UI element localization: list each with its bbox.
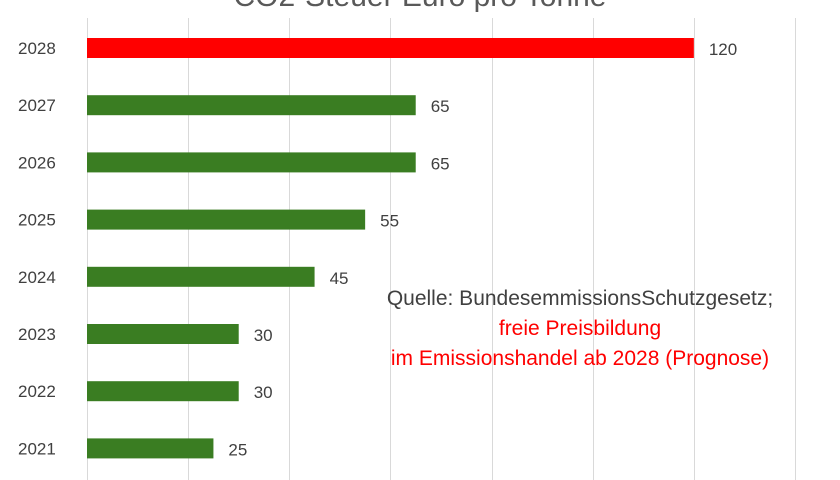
data-label-2027: 65 bbox=[431, 97, 450, 116]
category-label-2023: 2023 bbox=[18, 325, 56, 344]
bar-2021 bbox=[87, 438, 214, 459]
annotation-note-line2: im Emissionshandel ab 2028 (Prognose) bbox=[390, 347, 770, 370]
category-label-2025: 2025 bbox=[18, 211, 56, 230]
category-label-2024: 2024 bbox=[18, 268, 56, 287]
bar-2026 bbox=[87, 152, 416, 173]
annotation-source: Quelle: BundesemmissionsSchutzgesetz; bbox=[386, 287, 774, 310]
category-label-2027: 2027 bbox=[18, 96, 56, 115]
bar-2028 bbox=[87, 38, 694, 58]
annotation-box: Quelle: BundesemmissionsSchutzgesetz; fr… bbox=[340, 284, 820, 374]
data-label-2028: 120 bbox=[709, 40, 737, 59]
category-label-2028: 2028 bbox=[18, 39, 56, 58]
category-label-2022: 2022 bbox=[18, 382, 56, 401]
category-label-2021: 2021 bbox=[18, 439, 56, 458]
data-label-2023: 30 bbox=[254, 326, 273, 345]
data-label-2022: 30 bbox=[254, 383, 273, 402]
bar-2025 bbox=[87, 209, 366, 230]
bar-2022 bbox=[87, 381, 239, 402]
data-label-2026: 65 bbox=[431, 154, 450, 173]
bar-2024 bbox=[87, 266, 315, 287]
data-label-2024: 45 bbox=[330, 269, 349, 288]
data-label-2025: 55 bbox=[380, 212, 399, 231]
chart-title: CO2-Steuer Euro pro Tonne bbox=[0, 0, 840, 14]
data-label-2021: 25 bbox=[228, 440, 247, 459]
bar-2023 bbox=[87, 324, 239, 344]
annotation-note-line1: freie Preisbildung bbox=[498, 317, 662, 340]
category-label-2026: 2026 bbox=[18, 153, 56, 172]
bar-2027 bbox=[87, 95, 416, 116]
